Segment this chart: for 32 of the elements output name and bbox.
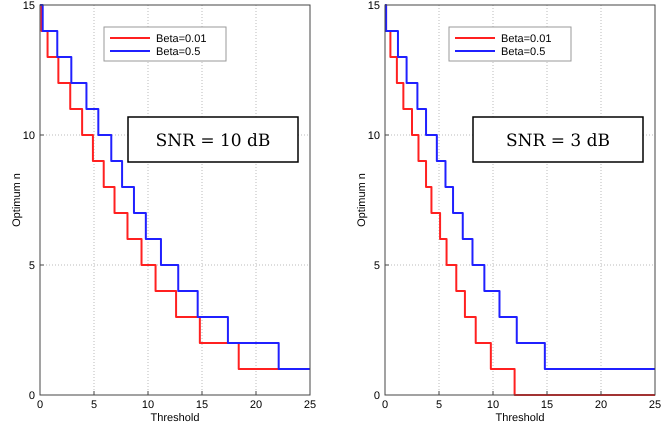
x-tick-label: 0 [36,399,44,411]
x-tick-label: 0 [382,399,388,411]
x-tick-label: 20 [250,399,262,411]
y-tick-label: 15 [368,0,380,12]
y-tick-label: 5 [374,260,380,272]
annotation: SNR = 10 dB [156,131,270,151]
x-tick-label: 25 [304,399,316,411]
x-tick-label: 10 [142,399,154,411]
y-tick-label: 0 [28,390,35,402]
annotation: SNR = 3 dB [506,131,610,151]
y-tick-label: 5 [28,260,35,272]
x-tick-label: 5 [436,399,442,411]
x-tick-label: 20 [594,399,608,411]
legend-label: Beta=0.01 [501,33,552,45]
x-tick-label: 25 [648,399,662,411]
text-box: SNR = 3 dB [472,116,644,163]
y-tick-label: 15 [22,0,35,12]
y-axis-title: Optimum n [11,173,23,227]
text-box: SNR = 10 dB [127,116,299,163]
legend-label: Beta=0.5 [501,46,546,58]
legend-label: Beta=0.5 [156,46,200,58]
legend-label: Beta=0.01 [156,33,206,45]
y-tick-label: 10 [368,130,380,142]
y-tick-label: 0 [374,390,380,402]
x-tick-label: 10 [486,399,500,411]
x-tick-label: 15 [196,399,208,411]
x-tick-label: 15 [540,399,554,411]
x-axis-title: Threshold [496,412,544,424]
x-tick-label: 5 [90,399,98,411]
y-axis-title: Optimum n [356,173,368,227]
x-axis-title: Threshold [150,412,200,424]
y-tick-label: 10 [22,130,35,142]
